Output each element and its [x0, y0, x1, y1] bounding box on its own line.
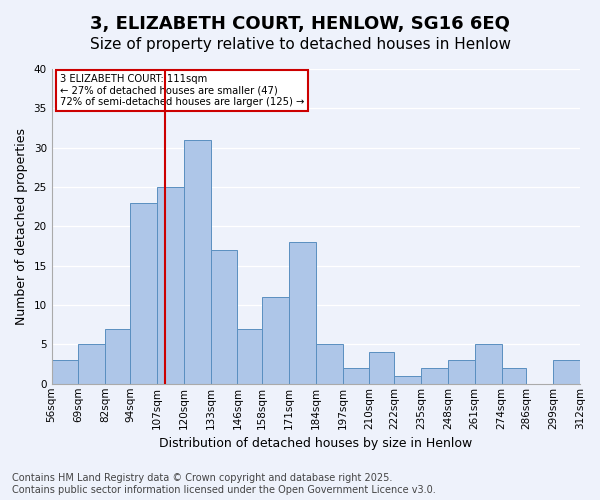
X-axis label: Distribution of detached houses by size in Henlow: Distribution of detached houses by size …: [159, 437, 472, 450]
Bar: [211, 250, 238, 384]
Text: Size of property relative to detached houses in Henlow: Size of property relative to detached ho…: [89, 38, 511, 52]
Bar: [370, 352, 394, 384]
Bar: [106, 328, 130, 384]
Text: 3 ELIZABETH COURT: 111sqm
← 27% of detached houses are smaller (47)
72% of semi-: 3 ELIZABETH COURT: 111sqm ← 27% of detac…: [59, 74, 304, 107]
Bar: [394, 376, 421, 384]
Bar: [79, 344, 106, 384]
Text: 3, ELIZABETH COURT, HENLOW, SG16 6EQ: 3, ELIZABETH COURT, HENLOW, SG16 6EQ: [90, 15, 510, 33]
Bar: [553, 360, 580, 384]
Bar: [343, 368, 370, 384]
Bar: [157, 187, 184, 384]
Bar: [475, 344, 502, 384]
Bar: [184, 140, 211, 384]
Bar: [52, 360, 79, 384]
Text: Contains HM Land Registry data © Crown copyright and database right 2025.
Contai: Contains HM Land Registry data © Crown c…: [12, 474, 436, 495]
Bar: [421, 368, 448, 384]
Bar: [316, 344, 343, 384]
Bar: [502, 368, 526, 384]
Bar: [289, 242, 316, 384]
Bar: [262, 297, 289, 384]
Bar: [130, 203, 157, 384]
Bar: [448, 360, 475, 384]
Bar: [238, 328, 262, 384]
Y-axis label: Number of detached properties: Number of detached properties: [15, 128, 28, 325]
